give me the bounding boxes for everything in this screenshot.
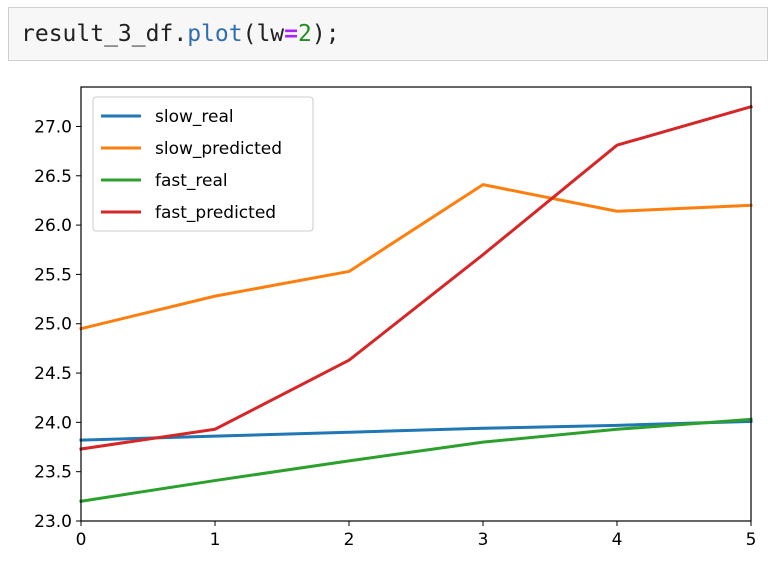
ticks-layer: 0 1 2 3 4 5 23.0 23.5 24.0 24.5 25.0 25.5 26.0 26.5 27… (34, 117, 756, 550)
y-tick-label: 25.5 (34, 265, 72, 285)
code-close: ); (311, 21, 340, 47)
code-variable: result_3_df (21, 21, 174, 47)
y-tick-label: 23.0 (34, 512, 72, 532)
legend-label: slow_predicted (155, 139, 282, 159)
code-open-paren: ( (242, 21, 257, 47)
code-dot: . (173, 21, 188, 47)
code-cell[interactable]: result_3_df.plot(lw=2); (8, 7, 768, 61)
plot-output: 0 1 2 3 4 5 23.0 23.5 24.0 24.5 25.0 25.5 26.0 26.5 27… (0, 70, 770, 564)
code-operator: = (284, 21, 298, 47)
series-line-slow-real (79, 419, 753, 442)
axes-frame (80, 86, 752, 522)
y-tick-label: 24.0 (34, 413, 72, 433)
series-line-fast-real (79, 417, 753, 503)
y-tick-label: 25.0 (34, 315, 72, 335)
code-param: lw (256, 21, 285, 47)
x-tick-label: 2 (344, 530, 355, 550)
legend-label: slow_real (155, 107, 234, 127)
y-tick-label: 24.5 (34, 364, 72, 384)
y-tick-label: 27.0 (34, 117, 72, 137)
y-tick-label: 23.5 (34, 463, 72, 483)
line-chart: 0 1 2 3 4 5 23.0 23.5 24.0 24.5 25.0 25.5 26.0 26.5 27… (34, 86, 756, 550)
x-tick-label: 3 (478, 530, 489, 550)
x-tick-label: 5 (746, 530, 757, 550)
legend-box (92, 96, 314, 232)
y-tick-label: 26.5 (34, 167, 72, 187)
code-number: 2 (298, 21, 312, 47)
code-method: plot (187, 21, 243, 47)
x-tick-label: 1 (210, 530, 221, 550)
series-line-fast-predicted (79, 104, 753, 451)
series-line-slow-predicted (79, 183, 753, 331)
legend-label: fast_real (155, 171, 228, 191)
legend: slow_real slow_predicted fast_real fast_pre… (92, 96, 314, 232)
legend-label: fast_predicted (155, 203, 276, 223)
x-tick-label: 0 (76, 530, 87, 550)
y-tick-label: 26.0 (34, 216, 72, 236)
series-layer (79, 104, 753, 503)
x-tick-label: 4 (612, 530, 623, 550)
